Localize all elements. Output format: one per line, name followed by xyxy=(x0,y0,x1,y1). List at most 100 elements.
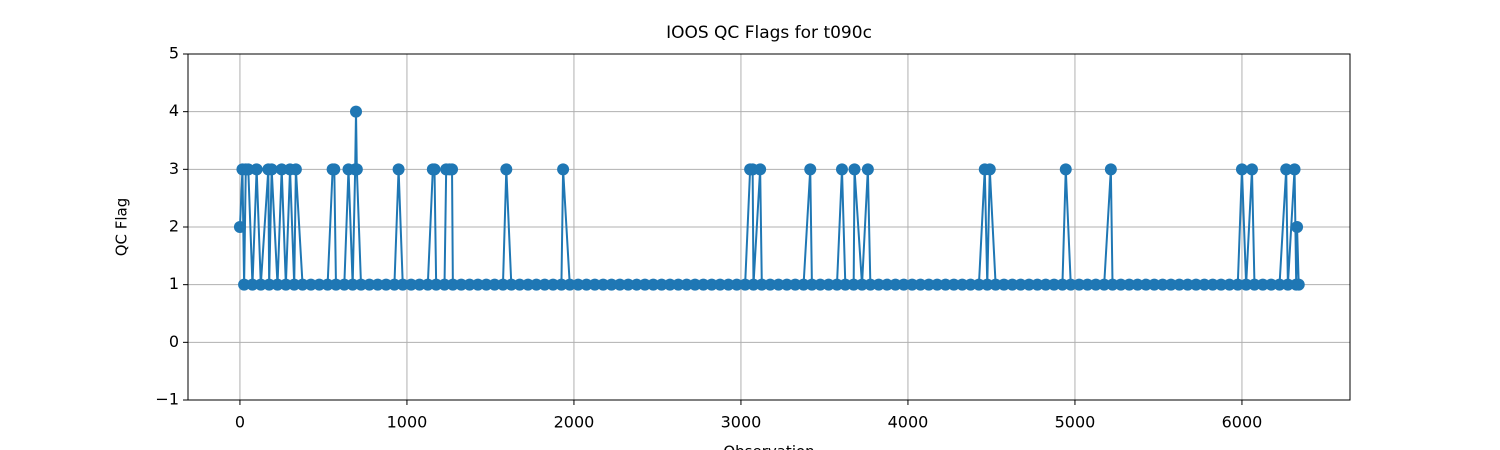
y-axis-label: QC Flag xyxy=(113,198,131,257)
point-marker xyxy=(730,278,743,291)
point-marker xyxy=(338,278,351,291)
y-tick-label: 4 xyxy=(169,101,179,120)
point-marker xyxy=(1089,278,1102,291)
point-marker xyxy=(1139,278,1152,291)
point-marker xyxy=(1292,278,1305,291)
point-marker xyxy=(754,163,767,176)
point-marker xyxy=(279,278,292,291)
point-marker xyxy=(246,278,259,291)
point-marker xyxy=(496,278,509,291)
point-marker xyxy=(304,278,317,291)
point-marker xyxy=(805,278,818,291)
point-marker xyxy=(288,278,301,291)
point-marker xyxy=(861,163,874,176)
point-marker xyxy=(1173,278,1186,291)
point-marker xyxy=(747,278,760,291)
point-marker xyxy=(1059,163,1072,176)
point-marker xyxy=(392,163,405,176)
point-marker xyxy=(396,278,409,291)
point-marker xyxy=(647,278,660,291)
point-marker xyxy=(428,163,441,176)
point-marker xyxy=(697,278,710,291)
point-marker xyxy=(1215,278,1228,291)
point-marker xyxy=(1098,278,1111,291)
point-marker xyxy=(1006,278,1019,291)
point-marker xyxy=(1014,278,1027,291)
point-marker xyxy=(1064,278,1077,291)
point-marker xyxy=(1280,163,1293,176)
point-marker xyxy=(371,278,384,291)
point-marker xyxy=(350,105,363,118)
point-marker xyxy=(1288,163,1301,176)
point-marker xyxy=(764,278,777,291)
y-tick-label: 3 xyxy=(169,159,179,178)
point-marker xyxy=(405,278,418,291)
chart-title: IOOS QC Flags for t090c xyxy=(666,23,872,43)
point-marker xyxy=(689,278,702,291)
y-tick-label: 1 xyxy=(169,274,179,293)
point-marker xyxy=(321,278,334,291)
point-marker xyxy=(739,278,752,291)
point-marker xyxy=(1106,278,1119,291)
point-marker xyxy=(380,278,393,291)
point-marker xyxy=(557,163,570,176)
x-tick-label: 3000 xyxy=(721,413,762,432)
point-marker xyxy=(983,163,996,176)
point-marker xyxy=(931,278,944,291)
point-marker xyxy=(705,278,718,291)
y-tick-label: 5 xyxy=(169,44,179,63)
point-marker xyxy=(1156,278,1169,291)
point-marker xyxy=(350,163,363,176)
point-marker xyxy=(680,278,693,291)
point-marker xyxy=(505,278,518,291)
x-tick-label: 5000 xyxy=(1055,413,1096,432)
point-marker xyxy=(939,278,952,291)
point-marker xyxy=(830,278,843,291)
point-marker xyxy=(1273,278,1286,291)
point-marker xyxy=(242,163,255,176)
point-marker xyxy=(1123,278,1136,291)
point-marker xyxy=(289,163,302,176)
point-marker xyxy=(446,163,459,176)
plot-frame xyxy=(187,53,1351,401)
point-marker xyxy=(797,278,810,291)
point-marker xyxy=(430,278,443,291)
point-marker xyxy=(897,278,910,291)
point-marker xyxy=(922,278,935,291)
point-marker xyxy=(714,278,727,291)
point-marker xyxy=(889,278,902,291)
point-marker xyxy=(1056,278,1069,291)
point-marker xyxy=(981,278,994,291)
point-marker xyxy=(471,278,484,291)
point-marker xyxy=(1291,221,1304,233)
point-marker xyxy=(480,278,493,291)
point-marker xyxy=(446,278,459,291)
point-marker xyxy=(848,163,861,176)
point-marker xyxy=(839,278,852,291)
point-marker xyxy=(655,278,668,291)
point-marker xyxy=(1245,163,1258,176)
point-marker xyxy=(413,278,426,291)
point-marker xyxy=(538,278,551,291)
point-marker xyxy=(1231,278,1244,291)
point-marker xyxy=(1131,278,1144,291)
point-marker xyxy=(597,278,610,291)
point-marker xyxy=(997,278,1010,291)
point-marker xyxy=(1181,278,1194,291)
point-marker xyxy=(956,278,969,291)
point-marker xyxy=(864,278,877,291)
point-marker xyxy=(972,278,985,291)
point-marker xyxy=(989,278,1002,291)
point-marker xyxy=(1256,278,1269,291)
point-marker xyxy=(421,278,434,291)
point-marker xyxy=(856,278,869,291)
point-marker xyxy=(780,278,793,291)
point-marker xyxy=(1198,278,1211,291)
y-tick-label: 0 xyxy=(169,332,179,351)
point-marker xyxy=(1114,278,1127,291)
point-marker xyxy=(914,278,927,291)
point-marker xyxy=(605,278,618,291)
point-marker xyxy=(638,278,651,291)
point-marker xyxy=(438,278,451,291)
